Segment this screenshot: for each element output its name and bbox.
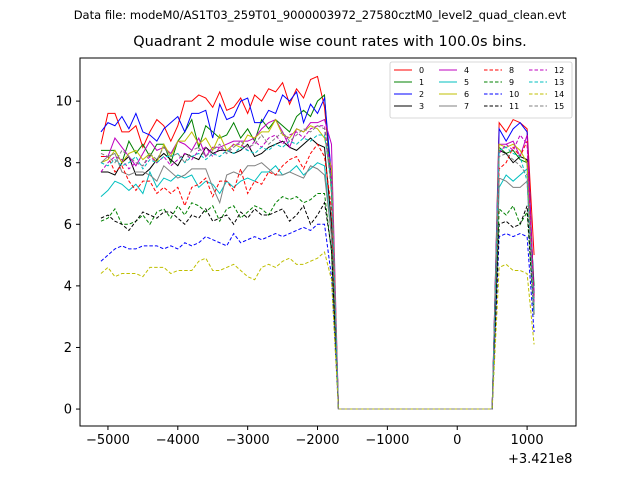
series-line-8 <box>100 140 535 410</box>
legend-label: 11 <box>509 102 519 111</box>
legend-label: 9 <box>509 78 514 87</box>
series-lines <box>100 75 535 410</box>
x-offset-label: +3.421e8 <box>508 452 573 467</box>
y-axis: 0 2 4 6 8 10 <box>55 95 80 418</box>
legend-label: 7 <box>464 102 469 111</box>
y-tick-label: 4 <box>64 279 72 294</box>
x-axis: −5000 −4000 −3000 −2000 −1000 0 1000 <box>86 426 544 448</box>
legend-label: 3 <box>419 102 424 111</box>
y-tick-label: 2 <box>64 341 72 356</box>
y-tick-label: 6 <box>64 218 72 233</box>
legend-label: 13 <box>554 78 564 87</box>
x-tick-label: −4000 <box>156 433 200 448</box>
y-tick-label: 0 <box>64 403 72 418</box>
legend-label: 5 <box>464 78 469 87</box>
series-line-2 <box>100 90 535 410</box>
legend-box <box>389 61 573 119</box>
series-line-14 <box>100 251 535 410</box>
chart-title: Quadrant 2 module wise count rates with … <box>133 34 527 50</box>
x-tick-label: −5000 <box>86 433 130 448</box>
figure-suptitle: Data file: modeM0/AS1T03_259T01_90000039… <box>73 8 567 22</box>
legend-label: 2 <box>419 90 424 99</box>
legend-label: 1 <box>419 78 424 87</box>
legend-label: 6 <box>464 90 469 99</box>
x-tick-label: 1000 <box>511 433 544 448</box>
series-line-1 <box>100 93 535 410</box>
series-line-11 <box>100 201 535 410</box>
y-tick-label: 10 <box>55 95 72 110</box>
legend-label: 10 <box>509 90 519 99</box>
series-line-9 <box>100 193 535 410</box>
series-line-5 <box>100 162 535 410</box>
x-tick-label: 0 <box>453 433 461 448</box>
legend-label: 0 <box>419 66 424 75</box>
legend-label: 4 <box>464 66 469 75</box>
series-line-10 <box>100 223 535 410</box>
legend-label: 14 <box>554 90 564 99</box>
legend-label: 12 <box>554 66 564 75</box>
legend-label: 8 <box>509 66 514 75</box>
x-tick-label: −1000 <box>365 433 409 448</box>
x-tick-label: −2000 <box>296 433 340 448</box>
series-line-15 <box>100 125 535 410</box>
axes-frame <box>79 57 577 427</box>
x-tick-label: −3000 <box>226 433 270 448</box>
series-line-7 <box>100 152 535 410</box>
legend-label: 15 <box>554 102 564 111</box>
series-line-13 <box>100 134 535 410</box>
y-tick-label: 8 <box>64 156 72 171</box>
